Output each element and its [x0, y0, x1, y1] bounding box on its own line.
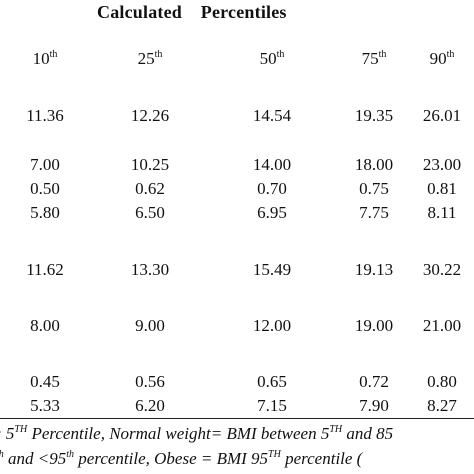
table-cell: 7.90 — [359, 396, 389, 415]
table-cell: 9.00 — [135, 316, 165, 335]
column-header-75th: 75th — [361, 49, 387, 68]
table-cell: 5.33 — [30, 396, 60, 415]
footnote-line-2: th and <95th percentile, Obese = BMI 95T… — [0, 449, 363, 468]
table-cell: 26.01 — [422, 106, 462, 125]
table-cell: 6.20 — [135, 396, 165, 415]
table-cell: 12.00 — [252, 316, 292, 335]
table-cell: 10.25 — [130, 155, 170, 174]
table-cell: 21.00 — [422, 316, 462, 335]
table-cell: 0.80 — [427, 372, 457, 391]
table-cell: 14.54 — [252, 106, 292, 125]
table-title: Calculated Percentiles — [97, 2, 287, 22]
table-cell: 14.00 — [252, 155, 292, 174]
table-cell: 0.75 — [359, 179, 389, 198]
table-cell: 18.00 — [354, 155, 394, 174]
table-cell: 8.27 — [427, 396, 457, 415]
table-cell: 0.56 — [135, 372, 165, 391]
table-cell: 7.75 — [359, 203, 389, 222]
table-cell: 0.72 — [359, 372, 389, 391]
footnote-divider — [0, 418, 474, 419]
table-cell: 0.45 — [30, 372, 60, 391]
table-cell: 19.35 — [354, 106, 394, 125]
table-cell: 0.62 — [135, 179, 165, 198]
column-header-90th: 90th — [429, 49, 455, 68]
table-cell: 6.50 — [135, 203, 165, 222]
column-header-10th: 10th — [32, 49, 58, 68]
table-cell: 11.36 — [26, 106, 64, 125]
table-cell: 11.62 — [26, 260, 64, 279]
table-cell: 5.80 — [30, 203, 60, 222]
table-cell: 15.49 — [252, 260, 292, 279]
table-cell: 0.81 — [427, 179, 457, 198]
table-cell: 19.00 — [354, 316, 394, 335]
table-cell: 23.00 — [422, 155, 462, 174]
table-cell: 30.22 — [422, 260, 462, 279]
table-cell: 0.65 — [257, 372, 287, 391]
table-cell: 12.26 — [130, 106, 170, 125]
table-cell: 7.00 — [30, 155, 60, 174]
column-header-50th: 50th — [259, 49, 285, 68]
column-header-25th: 25th — [137, 49, 163, 68]
table-cell: 7.15 — [257, 396, 287, 415]
table-cell: 13.30 — [130, 260, 170, 279]
table-cell: 6.95 — [257, 203, 287, 222]
table-cell: 8.00 — [30, 316, 60, 335]
table-cell: 0.50 — [30, 179, 60, 198]
footnote-line-1: ; 5TH Percentile, Normal weight= BMI bet… — [0, 424, 394, 443]
table-cell: 19.13 — [354, 260, 394, 279]
table-cell: 8.11 — [427, 203, 457, 222]
table-cell: 0.70 — [257, 179, 287, 198]
